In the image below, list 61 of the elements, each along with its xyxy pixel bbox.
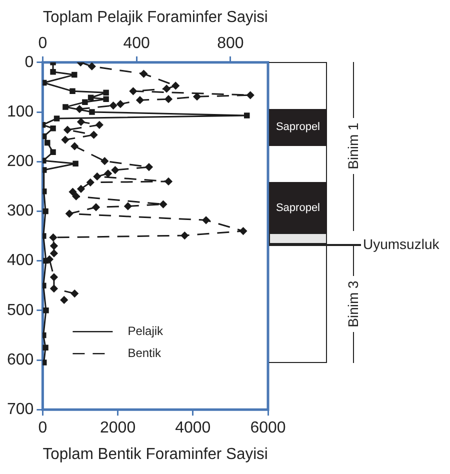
x-tick-label: 6000 — [250, 420, 286, 437]
y-tick-label: 300 — [6, 202, 34, 220]
x2-tick-label: 400 — [123, 35, 150, 52]
y-tick-label: 0 — [24, 54, 34, 71]
x-tick-label: 0 — [38, 420, 48, 437]
point — [140, 70, 148, 78]
point — [110, 102, 118, 110]
legend-label: Bentik — [128, 346, 162, 360]
point — [50, 242, 58, 250]
y-tick-label: 600 — [6, 351, 34, 368]
y-tick-label: 500 — [6, 302, 34, 319]
point — [193, 92, 201, 100]
y-tick-label: 200 — [6, 153, 34, 170]
point — [88, 62, 96, 70]
point — [66, 210, 74, 218]
point — [239, 227, 247, 235]
x-tick-label: 4000 — [175, 420, 211, 437]
y-tick-label: 700 — [6, 401, 34, 418]
point — [50, 250, 58, 258]
point — [202, 216, 210, 224]
point — [50, 284, 58, 292]
x2-tick-label: 0 — [38, 35, 48, 52]
y-tick-label: 400 — [6, 252, 34, 270]
point — [70, 290, 78, 298]
x2-axis-title: Toplam Pelajik Foraminfer Sayisi — [42, 8, 268, 26]
point — [61, 136, 69, 144]
point — [72, 192, 80, 200]
point — [180, 232, 188, 240]
point — [111, 166, 119, 174]
point — [129, 87, 137, 95]
point — [77, 118, 85, 126]
point — [64, 126, 72, 134]
x2-tick-label: 800 — [217, 35, 244, 52]
point — [100, 157, 108, 165]
point — [86, 178, 94, 186]
point — [60, 296, 68, 304]
point — [96, 121, 104, 129]
point — [145, 163, 153, 171]
point — [70, 142, 78, 150]
point — [93, 172, 101, 180]
stratigraphic-column: Sapropel Sapropel Binim 1 Binim 3 Uyumsuzluk — [269, 62, 450, 364]
y-tick-label: 100 — [6, 103, 34, 120]
point — [172, 82, 180, 90]
point — [136, 96, 144, 104]
x-tick-label: 2000 — [100, 420, 136, 437]
point — [162, 84, 170, 92]
point — [164, 178, 172, 186]
x-axis-title: Toplam Bentik Foraminfer Sayisi — [42, 446, 268, 463]
point — [68, 188, 76, 196]
legend-label: Pelajik — [128, 324, 164, 338]
point — [246, 91, 254, 99]
point — [116, 100, 124, 108]
point — [164, 95, 172, 103]
point — [49, 234, 57, 242]
point — [104, 170, 112, 178]
point — [50, 273, 58, 281]
point — [124, 202, 132, 210]
point — [77, 185, 85, 193]
point — [90, 131, 98, 139]
point — [159, 200, 167, 208]
point — [92, 203, 100, 211]
